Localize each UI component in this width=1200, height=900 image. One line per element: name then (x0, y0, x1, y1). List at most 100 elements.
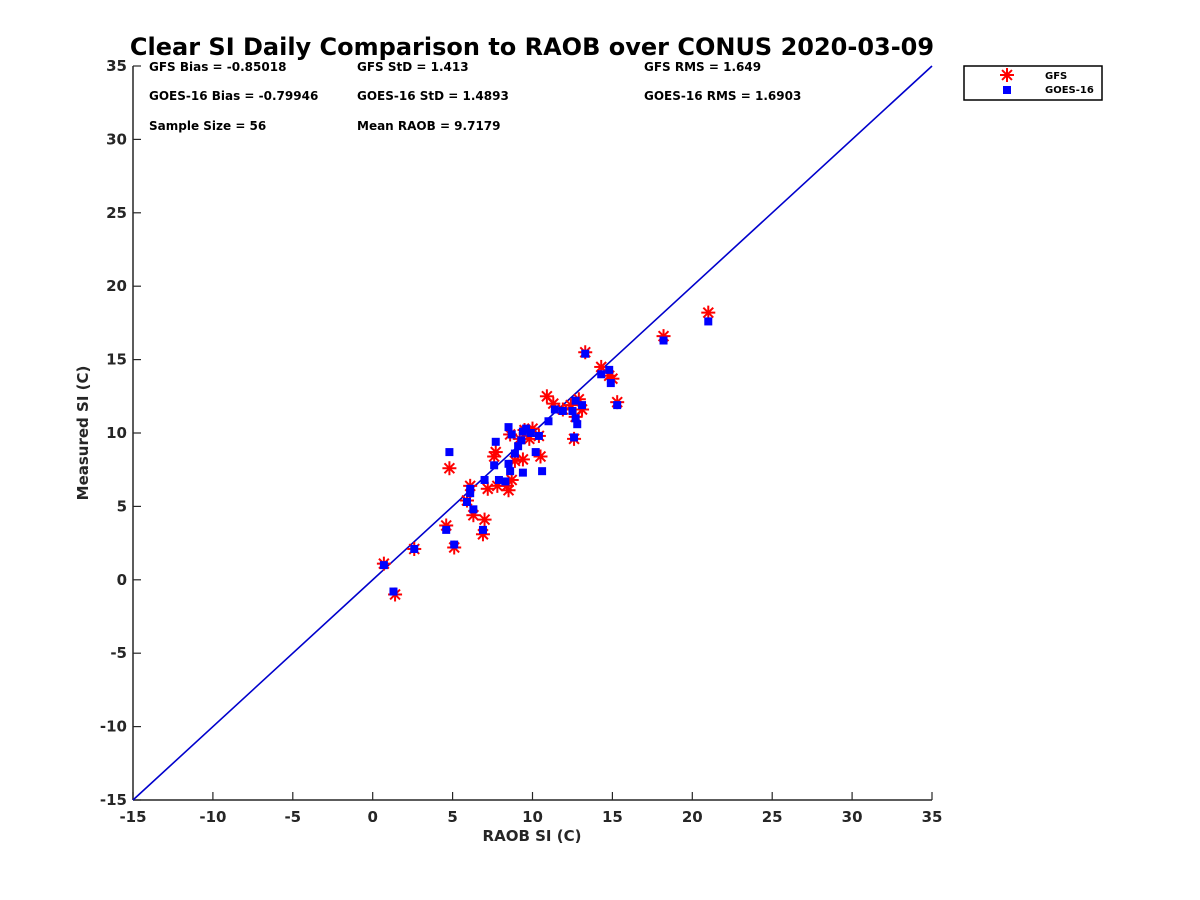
legend-marker-gfs (1000, 68, 1014, 82)
legend-label-goes-16: GOES-16 (1045, 85, 1094, 96)
y-tick-label: -10 (100, 718, 127, 736)
goes-16-point (571, 414, 580, 423)
goes-16-point (538, 467, 547, 476)
goes-16-point (506, 467, 515, 476)
asterisk-stroke (1001, 69, 1013, 81)
goes-16-point (462, 497, 471, 506)
goes-16-point (507, 430, 516, 439)
goes-16-point (531, 448, 540, 457)
y-tick-label: 10 (106, 424, 127, 442)
y-tick-label: 30 (106, 130, 127, 148)
goes-16-point (517, 436, 526, 445)
goes-16-point (518, 468, 527, 477)
chart-title: Clear SI Daily Comparison to RAOB over C… (130, 33, 934, 61)
goes-16-point (597, 370, 606, 379)
goes-16-point (450, 540, 459, 549)
y-tick-label: 0 (117, 571, 127, 589)
goes-16-point (389, 587, 398, 596)
goes-16-point (704, 317, 713, 326)
asterisk-stroke (443, 462, 456, 474)
goes-16-point (410, 544, 419, 553)
goes-16-point (480, 475, 489, 484)
x-tick-label: -5 (284, 808, 301, 826)
stat-goes-rms: GOES-16 RMS = 1.6903 (644, 89, 801, 103)
x-axis-label: RAOB SI (C) (483, 827, 582, 845)
x-tick-label: -10 (199, 808, 226, 826)
goes-16-point (534, 431, 543, 440)
goes-16-point (550, 405, 559, 414)
goes-16-point (526, 429, 535, 437)
goes-16-point (490, 461, 499, 470)
x-tick-label: 10 (522, 808, 543, 826)
goes-16-point (544, 417, 553, 426)
gfs-point (539, 389, 554, 404)
goes-16-point (491, 437, 500, 446)
legend-box (963, 65, 1103, 101)
x-tick-label: 25 (762, 808, 783, 826)
asterisk-stroke (534, 450, 547, 463)
y-tick-label: -15 (100, 791, 127, 809)
y-tick-label: 5 (117, 497, 127, 515)
gfs-point (442, 461, 457, 476)
goes-16-point (605, 365, 614, 374)
goes-16-point (504, 423, 513, 432)
legend-asterisk (1000, 68, 1014, 82)
stat-sample-size: Sample Size = 56 (149, 119, 266, 133)
goes-16-point (570, 433, 579, 442)
goes-16-point (573, 420, 582, 429)
legend-square (1003, 86, 1011, 94)
y-tick-label: 20 (106, 277, 127, 295)
goes-16-point (466, 489, 475, 498)
goes-16-point (659, 336, 668, 345)
x-tick-label: 15 (602, 808, 623, 826)
x-tick-label: 35 (922, 808, 943, 826)
goes-16-point (469, 505, 478, 514)
gfs-point (515, 452, 530, 467)
goes-16-point (606, 379, 615, 388)
axes: -15 -10 -5 0 5 10 15 20 25 30 35 -15 -10 -5 0 5 10 15 20 25… (100, 57, 943, 826)
y-tick-label: 15 (106, 351, 127, 369)
goes-16-point (581, 349, 590, 358)
x-tick-label: 30 (842, 808, 863, 826)
stat-goes-std: GOES-16 StD = 1.4893 (357, 89, 509, 103)
goes-16-point (504, 459, 513, 468)
stat-goes-bias: GOES-16 Bias = -0.79946 (149, 89, 318, 103)
goes-16-point (478, 525, 487, 534)
legend-label-gfs: GFS (1045, 71, 1067, 82)
asterisk-stroke (490, 446, 502, 458)
legend-marker-goes-16 (1003, 86, 1011, 94)
stat-mean-raob: Mean RAOB = 9.7179 (357, 119, 501, 133)
asterisk-stroke (478, 513, 491, 526)
gfs-point (488, 445, 503, 460)
stat-gfs-bias: GFS Bias = -0.85018 (149, 60, 286, 74)
goes-16-point (494, 475, 503, 484)
stat-gfs-std: GFS StD = 1.413 (357, 60, 469, 74)
goes-16-point (558, 406, 567, 415)
y-tick-label: 25 (106, 204, 127, 222)
goes-16-point (522, 424, 531, 433)
y-tick-label: -5 (110, 644, 127, 662)
x-tick-label: 0 (367, 808, 377, 826)
goes-16-point (442, 525, 451, 534)
gfs-point (477, 512, 492, 527)
goes-16-point (445, 448, 454, 457)
data-points (376, 305, 716, 602)
goes-16-point (613, 401, 622, 410)
legend: GFS GOES-16 (963, 65, 1103, 101)
goes-16-point (578, 401, 587, 410)
y-tick-label: 35 (106, 57, 127, 75)
goes-16-point (510, 449, 519, 458)
goes-16-point (514, 442, 523, 451)
goes-16-point (571, 396, 580, 405)
y-axis-label: Measured SI (C) (74, 366, 92, 501)
stats-annotations: GFS Bias = -0.85018 GFS StD = 1.413 GFS … (149, 60, 801, 133)
asterisk-stroke (517, 453, 529, 466)
x-tick-label: -15 (119, 808, 146, 826)
goes-16-point (501, 477, 510, 486)
asterisk-stroke (595, 361, 607, 373)
asterisk-stroke (547, 397, 559, 410)
goes-16-point (379, 561, 388, 570)
goes-16-point (568, 406, 577, 415)
asterisk-stroke (702, 306, 714, 319)
